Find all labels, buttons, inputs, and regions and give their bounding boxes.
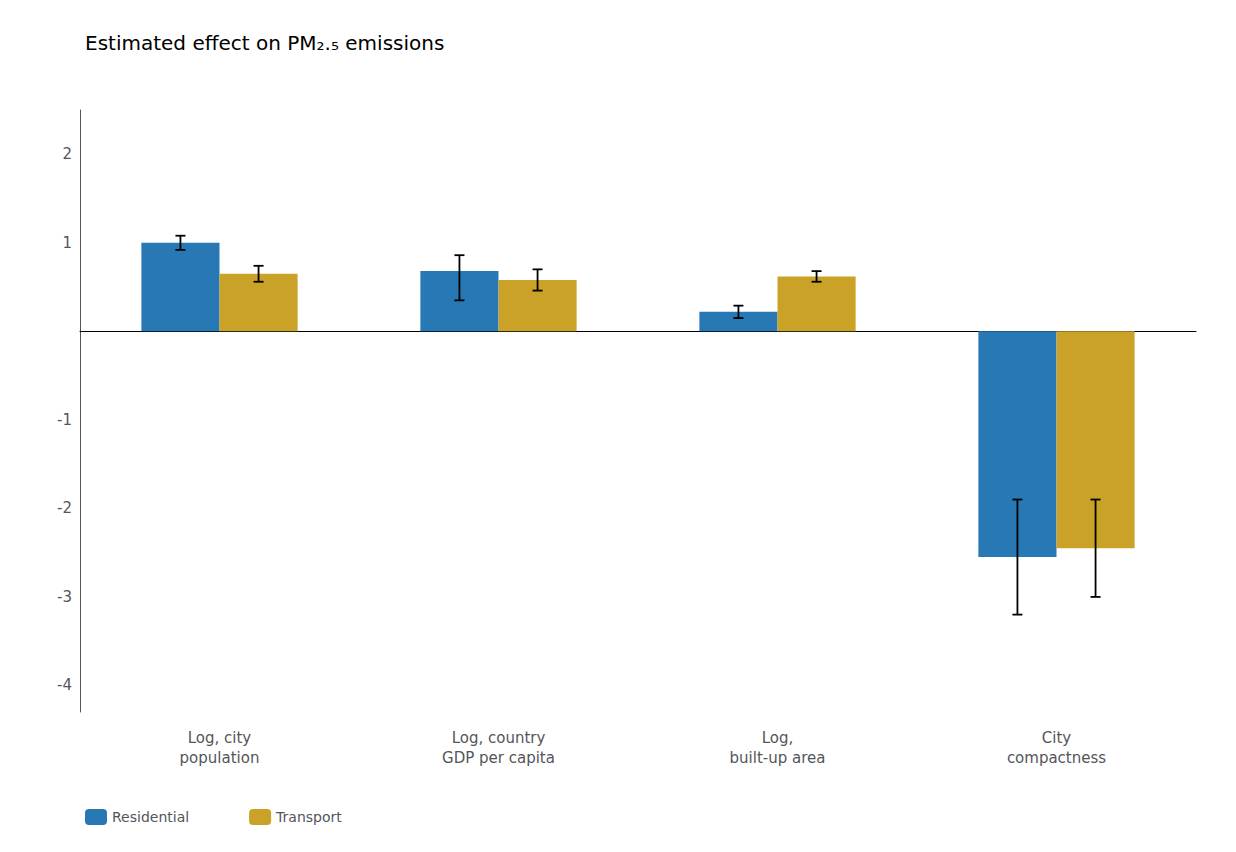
svg-text:-1: -1 [57, 411, 72, 429]
svg-text:2: 2 [62, 145, 72, 163]
svg-text:Estimated effect on PM₂.₅ emis: Estimated effect on PM₂.₅ emissions [85, 31, 444, 55]
svg-text:-4: -4 [57, 676, 72, 694]
svg-text:compactness: compactness [1007, 749, 1106, 767]
svg-text:1: 1 [62, 234, 72, 252]
svg-text:City: City [1042, 729, 1072, 747]
svg-text:Transport: Transport [275, 809, 342, 825]
svg-text:Log, city: Log, city [188, 729, 252, 747]
svg-text:GDP per capita: GDP per capita [442, 749, 555, 767]
svg-text:Log, country: Log, country [452, 729, 546, 747]
svg-text:population: population [180, 749, 260, 767]
svg-text:-3: -3 [57, 588, 72, 606]
svg-text:Residential: Residential [112, 809, 189, 825]
svg-text:built-up area: built-up area [730, 749, 826, 767]
svg-text:-2: -2 [57, 499, 72, 517]
svg-text:Log,: Log, [762, 729, 794, 747]
